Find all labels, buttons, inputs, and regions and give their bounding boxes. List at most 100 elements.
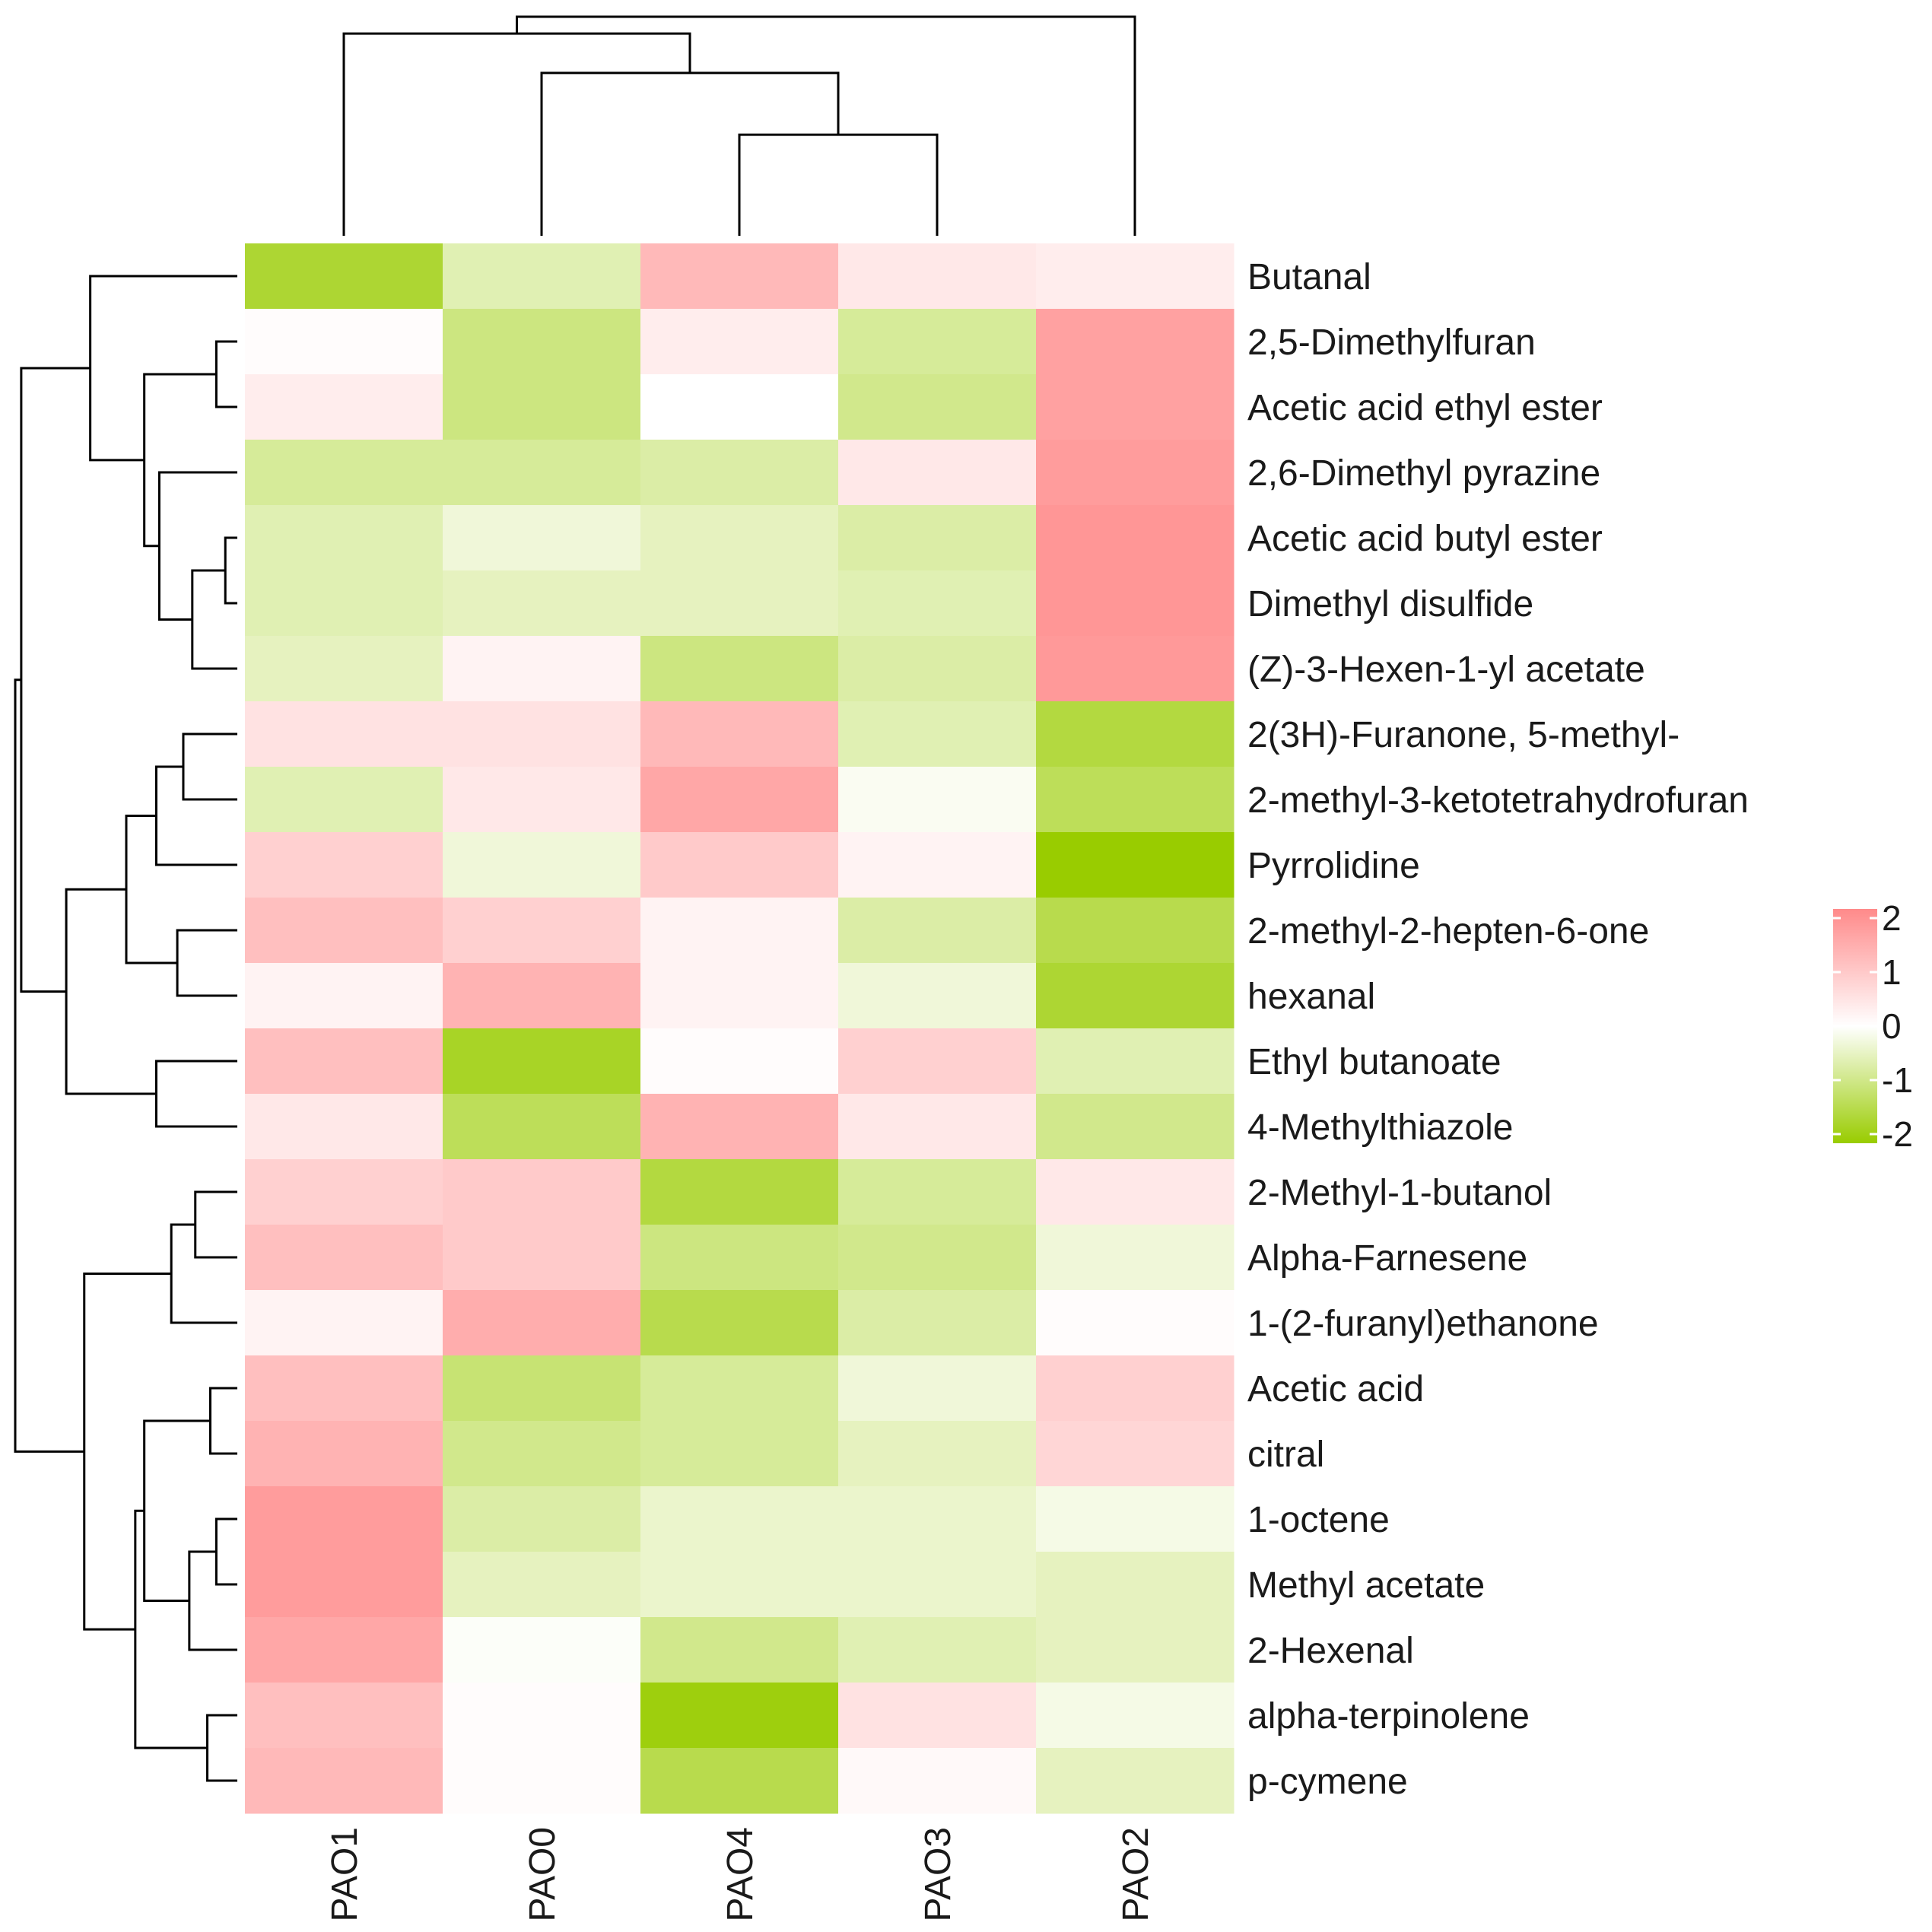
row-label: citral (1247, 1435, 1324, 1475)
heatmap-cell (640, 1748, 839, 1814)
row-dendrogram-branch (154, 765, 237, 866)
heatmap-cell (838, 1225, 1037, 1291)
column-label: PAO2 (1116, 1827, 1156, 1922)
heatmap-cell (1036, 309, 1235, 375)
heatmap-cell (640, 963, 839, 1029)
heatmap-cell (838, 374, 1037, 440)
heatmap-cell (245, 767, 443, 833)
row-label: hexanal (1247, 977, 1375, 1017)
heatmap-cell (245, 832, 443, 898)
heatmap-cell (245, 898, 443, 964)
heatmap-cell (1036, 1683, 1235, 1749)
heatmap-cell (443, 1028, 641, 1095)
heatmap-cell (245, 309, 443, 375)
heatmap-cell (838, 701, 1037, 767)
heatmap-cell (1036, 374, 1235, 440)
row-label: 1-(2-furanyl)ethanone (1247, 1304, 1599, 1344)
heatmap-cell (245, 374, 443, 440)
heatmap-cell (443, 440, 641, 506)
heatmap-cell (443, 505, 641, 571)
heatmap-cell (838, 505, 1037, 571)
row-label: 2-methyl-2-hepten-6-one (1247, 911, 1649, 952)
heatmap-cell (245, 1355, 443, 1422)
heatmap-cell (838, 1748, 1037, 1814)
row-label: 2-Methyl-1-butanol (1247, 1173, 1552, 1213)
row-dendrogram-branch (154, 1060, 237, 1128)
heatmap-cell (640, 440, 839, 506)
heatmap-cell (838, 963, 1037, 1029)
heatmap-cell (640, 1225, 839, 1291)
heatmap-cell (1036, 505, 1235, 571)
heatmap-cell (245, 243, 443, 310)
column-dendrogram-branch (540, 71, 840, 236)
row-dendrogram-branch (191, 569, 237, 670)
row-dendrogram-branch (170, 1223, 237, 1324)
row-dendrogram-branch (188, 1550, 237, 1651)
row-label: Dimethyl disulfide (1247, 584, 1533, 624)
row-dendrogram-branch (214, 1517, 237, 1586)
row-label: Methyl acetate (1247, 1565, 1485, 1606)
column-dendrogram-branch (342, 32, 691, 236)
heatmap-cell (1036, 1290, 1235, 1356)
heatmap-cell (245, 1421, 443, 1487)
heatmap-cell (1036, 570, 1235, 637)
heatmap-cell (443, 636, 641, 702)
heatmap-cell (640, 767, 839, 833)
heatmap-cell (245, 505, 443, 571)
heatmap-cell (640, 636, 839, 702)
row-label: Acetic acid butyl ester (1247, 519, 1603, 559)
legend-tick-label: 1 (1882, 952, 1902, 992)
heatmap-cell (640, 898, 839, 964)
row-label: alpha-terpinolene (1247, 1696, 1530, 1737)
heatmap-cell (1036, 1748, 1235, 1814)
heatmap-cell (443, 963, 641, 1029)
heatmap-cell (1036, 1355, 1235, 1422)
heatmap-cell (838, 636, 1037, 702)
heatmap-cell (640, 832, 839, 898)
heatmap-cell (245, 1225, 443, 1291)
heatmap-cell (838, 1486, 1037, 1552)
row-dendrogram-branch (65, 888, 157, 1095)
heatmap-cell (443, 374, 641, 440)
column-label: PAO4 (720, 1827, 761, 1922)
row-dendrogram-branch (89, 275, 237, 462)
heatmap-cell (443, 1486, 641, 1552)
column-label: PAO0 (523, 1827, 563, 1922)
heatmap-cell (838, 1552, 1037, 1618)
heatmap-cell (1036, 1159, 1235, 1225)
heatmap-cell (838, 309, 1037, 375)
row-label: 2,6-Dimethyl pyrazine (1247, 453, 1600, 494)
heatmap-cell (245, 570, 443, 637)
heatmap-cell (1036, 898, 1235, 964)
heatmap-cell (245, 636, 443, 702)
heatmap-cell (245, 1552, 443, 1618)
heatmap-cell (443, 1552, 641, 1618)
row-label: 2(3H)-Furanone, 5-methyl- (1247, 715, 1679, 755)
heatmap-cell (443, 832, 641, 898)
row-label: Acetic acid ethyl ester (1247, 388, 1603, 428)
row-dendrogram-branch (182, 732, 237, 801)
row-dendrogram-branch (143, 373, 217, 548)
heatmap-cell (1036, 440, 1235, 506)
heatmap-cell (443, 309, 641, 375)
heatmap-cell (838, 1290, 1037, 1356)
heatmap-cell (1036, 1225, 1235, 1291)
heatmap-cell (1036, 767, 1235, 833)
heatmap-cell (1036, 1028, 1235, 1095)
heatmap-cell (245, 1290, 443, 1356)
heatmap-cell (1036, 243, 1235, 310)
row-dendrogram-branch (208, 1387, 237, 1455)
heatmap-cell (443, 701, 641, 767)
row-label: Butanal (1247, 257, 1371, 297)
row-label: 2-Hexenal (1247, 1631, 1414, 1671)
column-dendrogram (342, 15, 1136, 236)
legend-tick-label: 0 (1882, 1006, 1902, 1046)
row-label: Ethyl butanoate (1247, 1042, 1501, 1082)
row-dendrogram-branch (194, 1190, 237, 1259)
heatmap-cell (838, 1683, 1037, 1749)
row-dendrogram-branch (176, 929, 237, 997)
heatmap-cell (838, 1159, 1037, 1225)
heatmap-cell (640, 1159, 839, 1225)
heatmap-cell (443, 570, 641, 637)
